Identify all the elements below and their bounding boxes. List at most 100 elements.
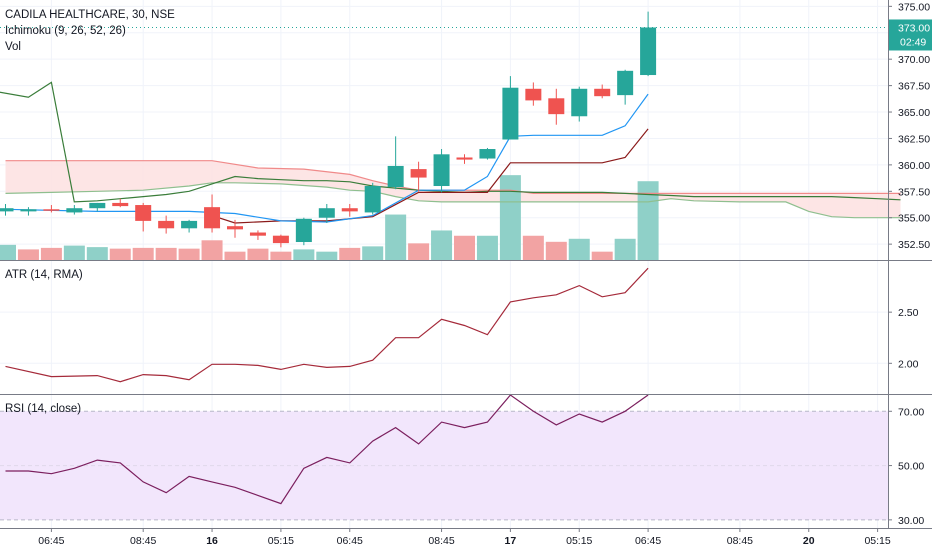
candle-body bbox=[112, 202, 129, 207]
candle[interactable] bbox=[433, 149, 450, 193]
candle[interactable] bbox=[525, 82, 542, 106]
candle[interactable] bbox=[640, 11, 657, 77]
candle-body bbox=[456, 157, 473, 160]
volume-bar bbox=[224, 251, 246, 260]
candle[interactable] bbox=[135, 202, 152, 232]
atr-legend[interactable]: ATR (14, RMA) bbox=[5, 269, 83, 281]
time-tick-label: 08:45 bbox=[428, 535, 454, 547]
candle[interactable] bbox=[249, 230, 266, 240]
candle-body bbox=[341, 208, 358, 212]
volume-bar bbox=[86, 247, 108, 260]
candlesticks[interactable] bbox=[0, 11, 657, 248]
rsi-line bbox=[5, 394, 649, 505]
time-tick-label: 06:45 bbox=[38, 535, 64, 547]
symbol-legend[interactable]: CADILA HEALTHCARE, 30, NSE bbox=[5, 9, 175, 21]
candle-body bbox=[318, 208, 335, 218]
last-price-tag-bg bbox=[889, 19, 932, 51]
price-tick-label: 355.00 bbox=[898, 213, 930, 225]
candle[interactable] bbox=[158, 215, 175, 234]
candle[interactable] bbox=[0, 203, 14, 216]
candle[interactable] bbox=[594, 84, 611, 99]
candle[interactable] bbox=[112, 198, 129, 208]
volume-bar bbox=[132, 247, 154, 260]
candle-body bbox=[479, 149, 496, 159]
time-tick-label: 16 bbox=[206, 535, 218, 547]
atr-pane bbox=[5, 267, 649, 383]
time-tick-label: 17 bbox=[505, 535, 517, 547]
candle-body bbox=[502, 87, 519, 140]
candle[interactable] bbox=[456, 154, 473, 164]
candle[interactable] bbox=[341, 203, 358, 217]
volume-bar bbox=[40, 247, 62, 260]
volume-bar bbox=[339, 247, 361, 260]
candle-body bbox=[204, 207, 221, 229]
candle[interactable] bbox=[617, 69, 634, 105]
volume-legend[interactable]: Vol bbox=[5, 41, 21, 53]
ichimoku-lines bbox=[0, 81, 901, 224]
candle-body bbox=[571, 88, 588, 117]
time-tick-label: 06:45 bbox=[635, 535, 661, 547]
volume-bar bbox=[408, 243, 430, 260]
candle-body bbox=[135, 205, 152, 221]
candle-body bbox=[594, 88, 611, 97]
price-tick-label: 362.50 bbox=[898, 133, 930, 145]
volume-bar bbox=[454, 235, 475, 260]
price-tick-label: 370.00 bbox=[898, 54, 930, 66]
candle[interactable] bbox=[204, 194, 221, 233]
volume-bar bbox=[293, 249, 315, 260]
candle[interactable] bbox=[502, 76, 519, 140]
candle-body bbox=[89, 202, 106, 209]
candle[interactable] bbox=[89, 202, 106, 212]
candle[interactable] bbox=[227, 219, 243, 238]
candle[interactable] bbox=[295, 217, 312, 246]
volume-bar bbox=[17, 249, 39, 260]
candle[interactable] bbox=[272, 234, 289, 248]
candle-body bbox=[227, 226, 243, 230]
price-tick-label: 375.00 bbox=[898, 1, 930, 13]
candle-body bbox=[410, 169, 427, 178]
candle-body bbox=[0, 208, 14, 212]
candle-body bbox=[295, 218, 312, 243]
volume-bar bbox=[499, 175, 521, 260]
candle[interactable] bbox=[66, 205, 83, 215]
volume-bar bbox=[431, 230, 453, 260]
volume-bar bbox=[247, 248, 269, 260]
candle[interactable] bbox=[571, 86, 588, 122]
rsi-legend[interactable]: RSI (14, close) bbox=[5, 403, 82, 415]
volume-bar bbox=[362, 246, 384, 260]
candle[interactable] bbox=[181, 219, 198, 233]
time-tick-label: 05:15 bbox=[566, 535, 592, 547]
candle[interactable] bbox=[318, 203, 335, 224]
volume-bar bbox=[178, 248, 200, 260]
volume-bar bbox=[591, 251, 613, 260]
price-tick-label: 360.00 bbox=[898, 160, 930, 172]
volume-bar bbox=[385, 214, 407, 260]
candle-body bbox=[272, 235, 289, 244]
candle-body bbox=[548, 98, 565, 115]
candle-body bbox=[640, 27, 657, 76]
time-tick-label: 08:45 bbox=[130, 535, 156, 547]
candle[interactable] bbox=[410, 161, 427, 192]
candle[interactable] bbox=[548, 88, 565, 125]
candle[interactable] bbox=[20, 207, 37, 216]
cloud-fill bbox=[5, 160, 901, 218]
candle[interactable] bbox=[387, 136, 404, 190]
candle[interactable] bbox=[43, 205, 60, 213]
ichimoku-cloud bbox=[5, 160, 901, 218]
candle[interactable] bbox=[364, 182, 381, 215]
atr-tick-label: 2.50 bbox=[898, 307, 919, 319]
candle-body bbox=[158, 220, 175, 229]
candle[interactable] bbox=[479, 147, 496, 160]
ichimoku-legend[interactable]: Ichimoku (9, 26, 52, 26) bbox=[5, 25, 126, 37]
volume-bar bbox=[270, 251, 292, 260]
candle-body bbox=[433, 154, 450, 187]
time-tick-label: 05:15 bbox=[864, 535, 890, 547]
volume-bar bbox=[316, 251, 338, 260]
rsi-tick-label: 70.00 bbox=[898, 406, 924, 418]
rsi-pane bbox=[0, 394, 888, 521]
volume-bar bbox=[155, 247, 177, 260]
volume-bar bbox=[545, 241, 567, 260]
price-tick-label: 365.00 bbox=[898, 107, 930, 119]
